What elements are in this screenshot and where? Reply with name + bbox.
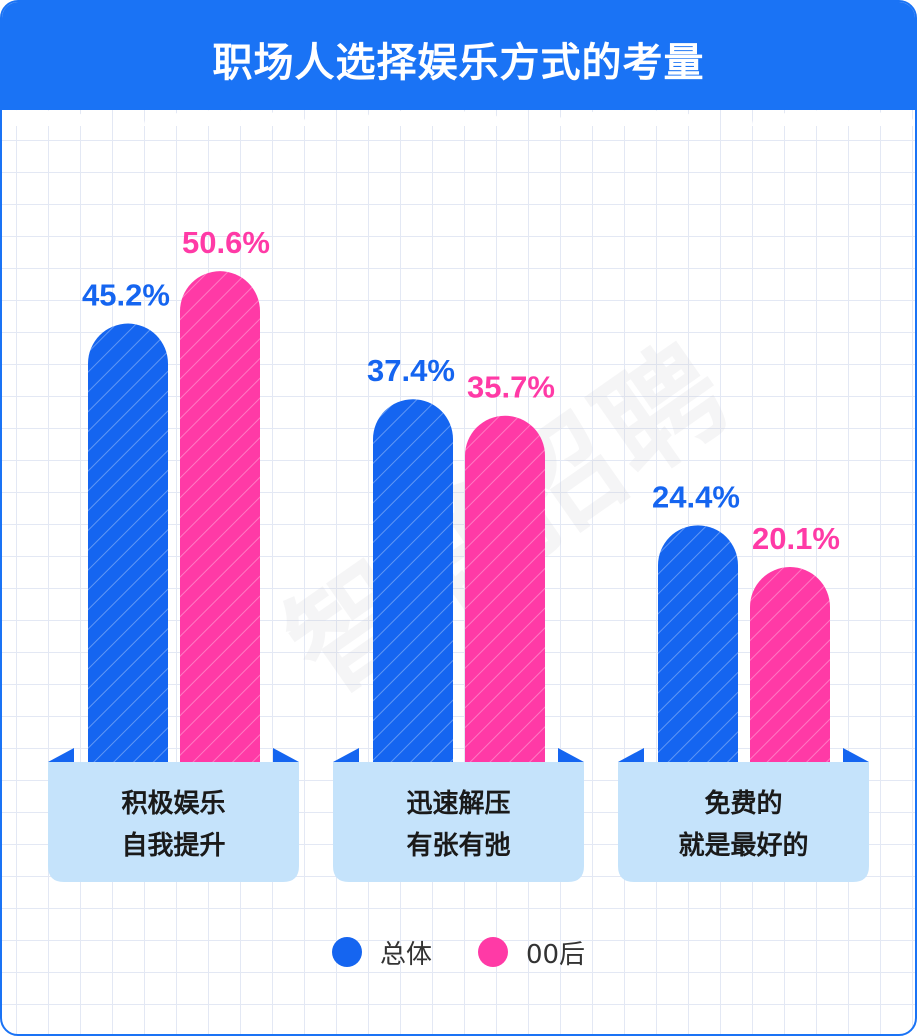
value-label-total-2: 24.4% <box>652 479 740 514</box>
scallop-bump <box>493 110 525 126</box>
scallop-bump <box>911 115 915 126</box>
category-label-1-1: 有张有弛 <box>406 831 510 861</box>
legend-swatch-00 <box>477 937 508 967</box>
value-label-00-0: 50.6% <box>182 225 270 260</box>
chart-title: 职场人选择娱乐方式的考量 <box>212 40 705 86</box>
scallop-bump <box>37 110 69 126</box>
value-label-00-1: 35.7% <box>467 370 555 405</box>
scallop-bump <box>303 110 335 126</box>
scallop-bump <box>379 110 411 126</box>
bar-total-2 <box>658 525 738 762</box>
category-label-2-0: 免费的 <box>704 788 782 819</box>
scallop-bump <box>759 110 791 126</box>
bar-00-1 <box>465 415 545 762</box>
fold-left <box>333 748 359 762</box>
banner-scallop-edge <box>2 102 915 126</box>
legend-swatch-total <box>331 937 362 967</box>
scallop-bump <box>531 110 563 126</box>
legend-item-total: 总体 <box>331 934 432 971</box>
bar-00-2 <box>750 567 830 762</box>
scallop-bump <box>455 110 487 126</box>
scallop-bump <box>189 110 221 126</box>
category-label-0-1: 自我提升 <box>121 830 225 861</box>
bar-hatch <box>465 415 545 762</box>
fold-right <box>843 748 869 762</box>
value-label-total-1: 37.4% <box>367 353 455 388</box>
legend-label-00: 00后 <box>525 939 586 970</box>
scallop-bump <box>75 110 107 126</box>
scallop-bump <box>265 110 297 126</box>
bar-hatch <box>658 525 738 762</box>
category-box-fill <box>48 762 299 882</box>
title-banner: 职场人选择娱乐方式的考量 <box>2 2 915 110</box>
value-label-total-0: 45.2% <box>82 278 170 313</box>
bar-total-1 <box>373 399 453 762</box>
category-label-0-0: 积极娱乐 <box>121 789 225 819</box>
bar-00-0 <box>180 271 260 762</box>
category-box-fill <box>618 762 869 882</box>
bar-hatch <box>373 399 453 762</box>
bar-hatch <box>180 271 260 762</box>
scallop-bump <box>569 110 601 126</box>
scallop-bump <box>227 110 259 126</box>
value-label-00-2: 20.1% <box>752 521 840 556</box>
fold-right <box>273 748 299 762</box>
category-label-1-0: 迅速解压 <box>406 789 510 819</box>
bar-hatch <box>88 323 168 762</box>
legend-label-total: 总体 <box>379 939 432 970</box>
scallop-bump <box>417 110 449 126</box>
scallop-bump <box>113 110 145 126</box>
category-label-2-1: 就是最好的 <box>678 830 808 861</box>
bar-hatch <box>750 567 830 762</box>
scallop-bump <box>645 110 677 126</box>
category-box-fill <box>333 762 584 882</box>
bar-total-0 <box>88 323 168 762</box>
scallop-bump <box>607 110 639 126</box>
scallop-bump <box>151 110 183 126</box>
fold-right <box>558 748 584 762</box>
fold-left <box>48 748 74 762</box>
legend: 总体 00后 <box>2 932 915 972</box>
scallop-bump <box>721 110 753 126</box>
scallop-bump <box>683 110 715 126</box>
scallop-bump <box>873 110 905 126</box>
scallop-bump <box>2 110 31 126</box>
legend-item-00: 00后 <box>477 934 586 971</box>
fold-left <box>618 748 644 762</box>
scallop-bump <box>341 110 373 126</box>
scallop-bump <box>835 110 867 126</box>
scallop-bump <box>797 110 829 126</box>
